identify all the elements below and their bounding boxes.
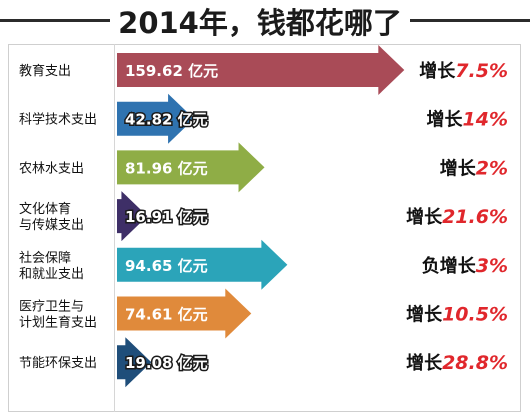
value-label: 16.91 亿元 (125, 208, 208, 226)
value-label: 42.82 亿元 (125, 111, 208, 129)
growth-label: 增长10.5% (406, 304, 508, 326)
growth-label: 增长28.8% (406, 352, 508, 374)
category-label: 社会保障 (19, 250, 71, 266)
title-box: 2014年，钱都花哪了 (110, 0, 410, 42)
category-label: 与传媒支出 (19, 218, 84, 233)
category-label: 教育支出 (19, 63, 71, 79)
value-label: 74.61 亿元 (125, 306, 208, 324)
category-label: 计划生育支出 (19, 315, 97, 331)
chart-title: 2014年，钱都花哪了 (118, 6, 402, 40)
bar-arrow (117, 142, 265, 193)
growth-label: 增长14% (427, 109, 508, 131)
chart-frame (8, 44, 521, 412)
value-label: 94.65 亿元 (125, 257, 208, 275)
growth-label: 增长2% (440, 157, 508, 179)
growth-label: 负增长3% (422, 255, 508, 277)
bar-arrow (117, 288, 252, 339)
growth-label: 增长21.6% (406, 206, 508, 228)
value-label: 81.96 亿元 (125, 159, 208, 177)
category-label: 文化体育 (19, 201, 71, 217)
value-label: 159.62 亿元 (125, 62, 218, 80)
bar-arrow (117, 191, 148, 242)
value-label: 19.08 亿元 (125, 354, 208, 372)
label-separator (114, 44, 115, 412)
category-label: 农林水支出 (19, 161, 84, 176)
category-label: 科学技术支出 (19, 112, 97, 128)
bar-arrow (117, 93, 195, 144)
bar-arrow (117, 337, 152, 388)
bar-arrow (117, 239, 288, 290)
category-label: 节能环保支出 (19, 356, 97, 371)
growth-label: 增长7.5% (419, 60, 508, 82)
bar-arrow (117, 45, 405, 95)
category-label: 和就业支出 (19, 267, 84, 282)
category-label: 医疗卫生与 (19, 300, 84, 315)
